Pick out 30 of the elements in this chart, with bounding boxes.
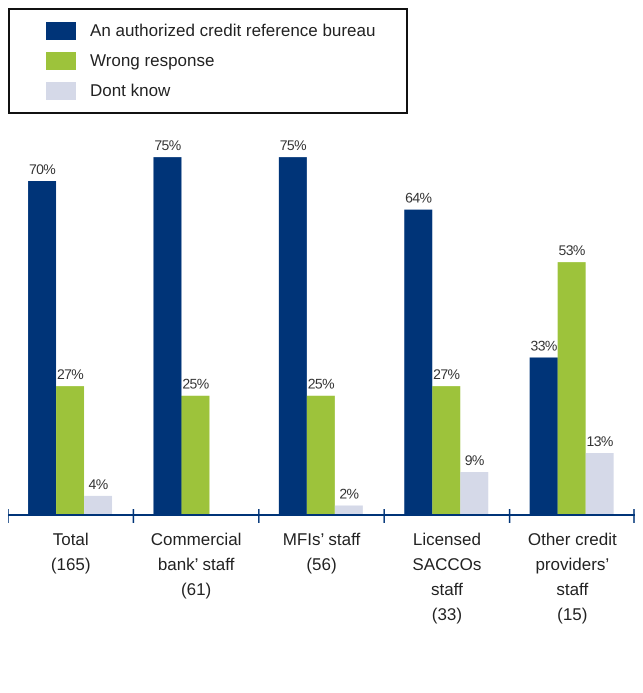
data-label: 27%	[433, 366, 460, 382]
legend-label: Dont know	[90, 81, 170, 101]
bar	[306, 396, 335, 515]
x-tick-label: Total (165)	[50, 530, 91, 574]
legend-label: An authorized credit reference bureau	[90, 21, 376, 41]
data-label: 4%	[88, 476, 108, 492]
legend-label: Wrong response	[90, 51, 214, 71]
x-tick-label: Commercial bank’ staff (61)	[150, 530, 242, 599]
data-label: 27%	[56, 366, 84, 382]
bar	[558, 262, 586, 515]
bar	[460, 472, 488, 515]
data-label: 75%	[280, 137, 306, 154]
data-label: 75%	[154, 137, 181, 154]
data-label: 53%	[558, 242, 585, 258]
bar	[84, 496, 112, 515]
x-tick-label: Other credit providers’ staff (15)	[528, 530, 617, 624]
data-label: 33%	[530, 338, 557, 354]
bar	[432, 386, 460, 515]
x-tick-label: MFIs’ staff (56)	[282, 530, 360, 574]
data-label: 25%	[308, 376, 334, 392]
x-tick-label: Licensed SACCOs staff (33)	[412, 530, 482, 624]
data-label: 25%	[182, 376, 209, 392]
bar	[586, 452, 614, 515]
data-label: 2%	[339, 485, 359, 502]
bar	[181, 396, 210, 515]
data-label: 13%	[586, 432, 613, 449]
data-label: 64%	[405, 190, 432, 206]
data-label: 70%	[28, 161, 56, 178]
bar	[56, 386, 84, 515]
data-label: 9%	[464, 452, 484, 468]
